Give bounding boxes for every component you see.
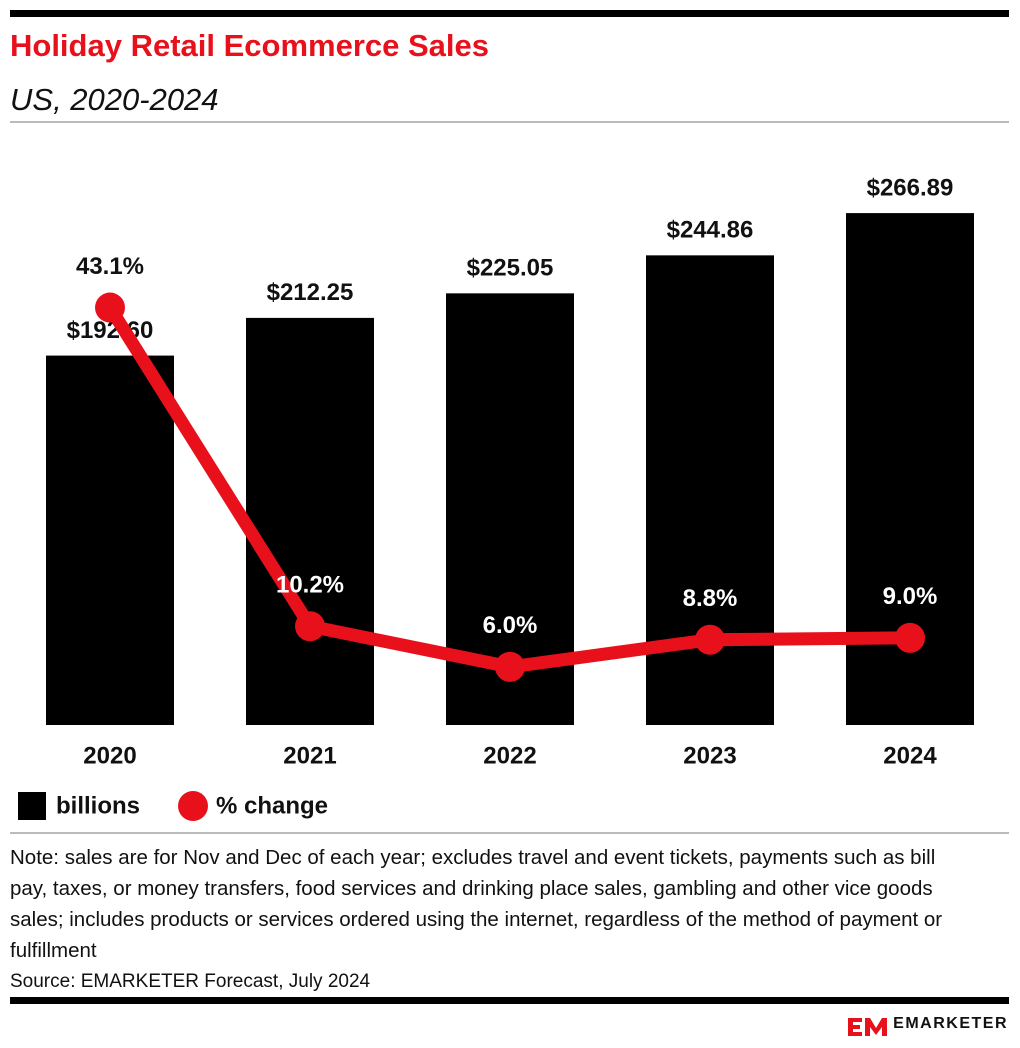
line-value-label: 9.0% bbox=[883, 583, 938, 610]
source: Source: EMARKETER Forecast, July 2024 bbox=[10, 971, 371, 992]
brand: EMARKETER bbox=[893, 1015, 1008, 1032]
bar-value-label: $244.86 bbox=[667, 217, 754, 244]
line-point bbox=[695, 624, 725, 655]
top-rule bbox=[10, 10, 1009, 17]
line-value-label: 43.1% bbox=[76, 253, 144, 280]
bar-value-label: $212.25 bbox=[267, 279, 354, 306]
legend-label: % change bbox=[216, 792, 328, 819]
bar-value-label: $266.89 bbox=[867, 174, 954, 201]
legend-swatch bbox=[18, 792, 46, 820]
brand-mark bbox=[848, 1018, 887, 1036]
line-value-label: 6.0% bbox=[483, 612, 538, 639]
bottom-rule bbox=[10, 997, 1009, 1004]
x-tick-label: 2021 bbox=[283, 742, 336, 769]
note: Note: sales are for Nov and Dec of each … bbox=[10, 846, 943, 962]
chart-title: Holiday Retail Ecommerce Sales bbox=[10, 28, 490, 63]
chart-subtitle: US, 2020-2024 bbox=[10, 82, 219, 117]
line-point bbox=[95, 292, 125, 323]
bar-value-label: $225.05 bbox=[467, 255, 554, 282]
x-tick-label: 2023 bbox=[683, 742, 736, 769]
x-tick-label: 2020 bbox=[83, 742, 136, 769]
x-tick-label: 2022 bbox=[483, 742, 536, 769]
line-value-label: 10.2% bbox=[276, 572, 344, 599]
bar bbox=[246, 317, 374, 725]
bar bbox=[46, 355, 174, 725]
line-point bbox=[495, 651, 525, 682]
legend-swatch bbox=[178, 791, 208, 821]
line-point bbox=[895, 622, 925, 653]
line-value-label: 8.8% bbox=[683, 585, 738, 612]
line-point bbox=[295, 611, 325, 642]
x-tick-label: 2024 bbox=[883, 742, 937, 769]
legend-label: billions bbox=[56, 792, 140, 819]
